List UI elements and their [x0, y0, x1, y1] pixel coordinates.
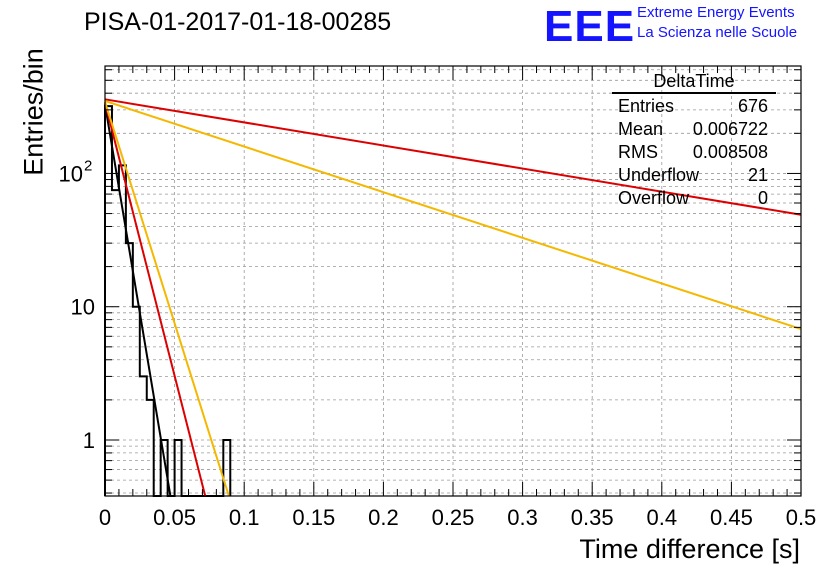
stats-value: 21 [747, 165, 768, 185]
x-tick-label: 0.15 [292, 505, 335, 530]
fit-curve-0 [104, 104, 172, 497]
fit-curve-3 [104, 98, 802, 216]
x-tick-label: 0.05 [153, 505, 196, 530]
stats-divider [612, 92, 776, 94]
stats-value: 0.006722 [692, 119, 768, 139]
x-tick-label: 0.45 [710, 505, 753, 530]
stats-value: 0 [757, 188, 768, 208]
stats-title: DeltaTime [653, 71, 735, 91]
fit-curve-2 [104, 101, 230, 497]
y-axis-label: Entries/bin [18, 48, 49, 176]
fit-curves [104, 98, 802, 497]
stats-label: Overflow [618, 188, 690, 208]
fit-curve-4 [104, 99, 802, 330]
stats-row-overflow: Overflow 0 [612, 187, 776, 210]
grid-lines [105, 66, 801, 496]
x-tick-label: 0 [99, 505, 111, 530]
stats-row-entries: Entries 676 [612, 95, 776, 118]
stats-value: 0.008508 [692, 142, 768, 162]
stats-value: 676 [737, 96, 768, 116]
x-tick-label: 0.35 [571, 505, 614, 530]
x-tick-label: 0.4 [647, 505, 678, 530]
eee-logo: EEE [544, 2, 636, 51]
stats-row-mean: Mean 0.006722 [612, 118, 776, 141]
stats-row-rms: RMS 0.008508 [612, 141, 776, 164]
x-tick-labels: 0 0.05 0.1 0.15 0.2 0.25 0.3 0.35 0.4 0.45 0.5 [99, 505, 816, 530]
stats-label: Underflow [618, 165, 700, 185]
y-tick-label: 10 [71, 295, 95, 320]
stats-label: Entries [618, 96, 675, 116]
fit-curve-1 [104, 102, 207, 497]
x-tick-label: 0.3 [507, 505, 538, 530]
stats-row-underflow: Underflow 21 [612, 164, 776, 187]
x-tick-label: 0.1 [229, 505, 260, 530]
y-tick-label: 1 [83, 428, 95, 453]
chart-title: PISA-01-2017-01-18-00285 [84, 8, 392, 36]
logo-line-2: La Scienza nelle Scuole [637, 24, 798, 41]
x-axis-label: Time difference [s] [579, 534, 800, 564]
x-tick-label: 0.25 [432, 505, 475, 530]
stats-box: DeltaTime Entries 676 Mean 0.006722 RMS … [612, 70, 776, 210]
y-tick-label: 10 [59, 161, 83, 186]
logo-line-1: Extreme Energy Events [637, 4, 795, 21]
stats-label: Mean [618, 119, 664, 139]
y-tick-exponent: 2 [84, 157, 92, 174]
x-tick-label: 0.5 [786, 505, 817, 530]
x-tick-label: 0.2 [368, 505, 399, 530]
stats-label: RMS [618, 142, 658, 162]
axis-ticks [104, 66, 802, 496]
